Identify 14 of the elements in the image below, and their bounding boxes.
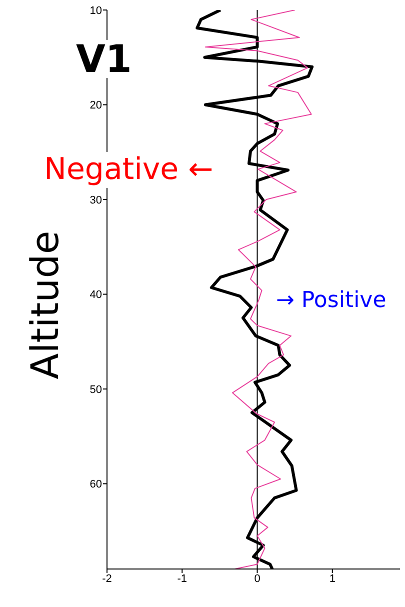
x-tick-label: 1 bbox=[329, 572, 336, 585]
y-axis-title: Altitude bbox=[23, 230, 67, 380]
y-tick-label: 50 bbox=[90, 384, 102, 396]
annotation: → Positive bbox=[276, 288, 386, 314]
text: V1 bbox=[76, 37, 132, 81]
x-tick-label: -1 bbox=[177, 572, 188, 585]
x-tick-label: 0 bbox=[254, 572, 260, 585]
x-tick-label: -2 bbox=[102, 572, 112, 585]
y-tick-label: 20 bbox=[90, 100, 102, 112]
y-tick-label: 10 bbox=[90, 4, 102, 17]
y-tick-label: 40 bbox=[90, 289, 102, 302]
annotation: Negative ← bbox=[44, 152, 214, 188]
y-tick-label: 30 bbox=[90, 194, 102, 206]
y-tick-label: 60 bbox=[90, 478, 102, 491]
